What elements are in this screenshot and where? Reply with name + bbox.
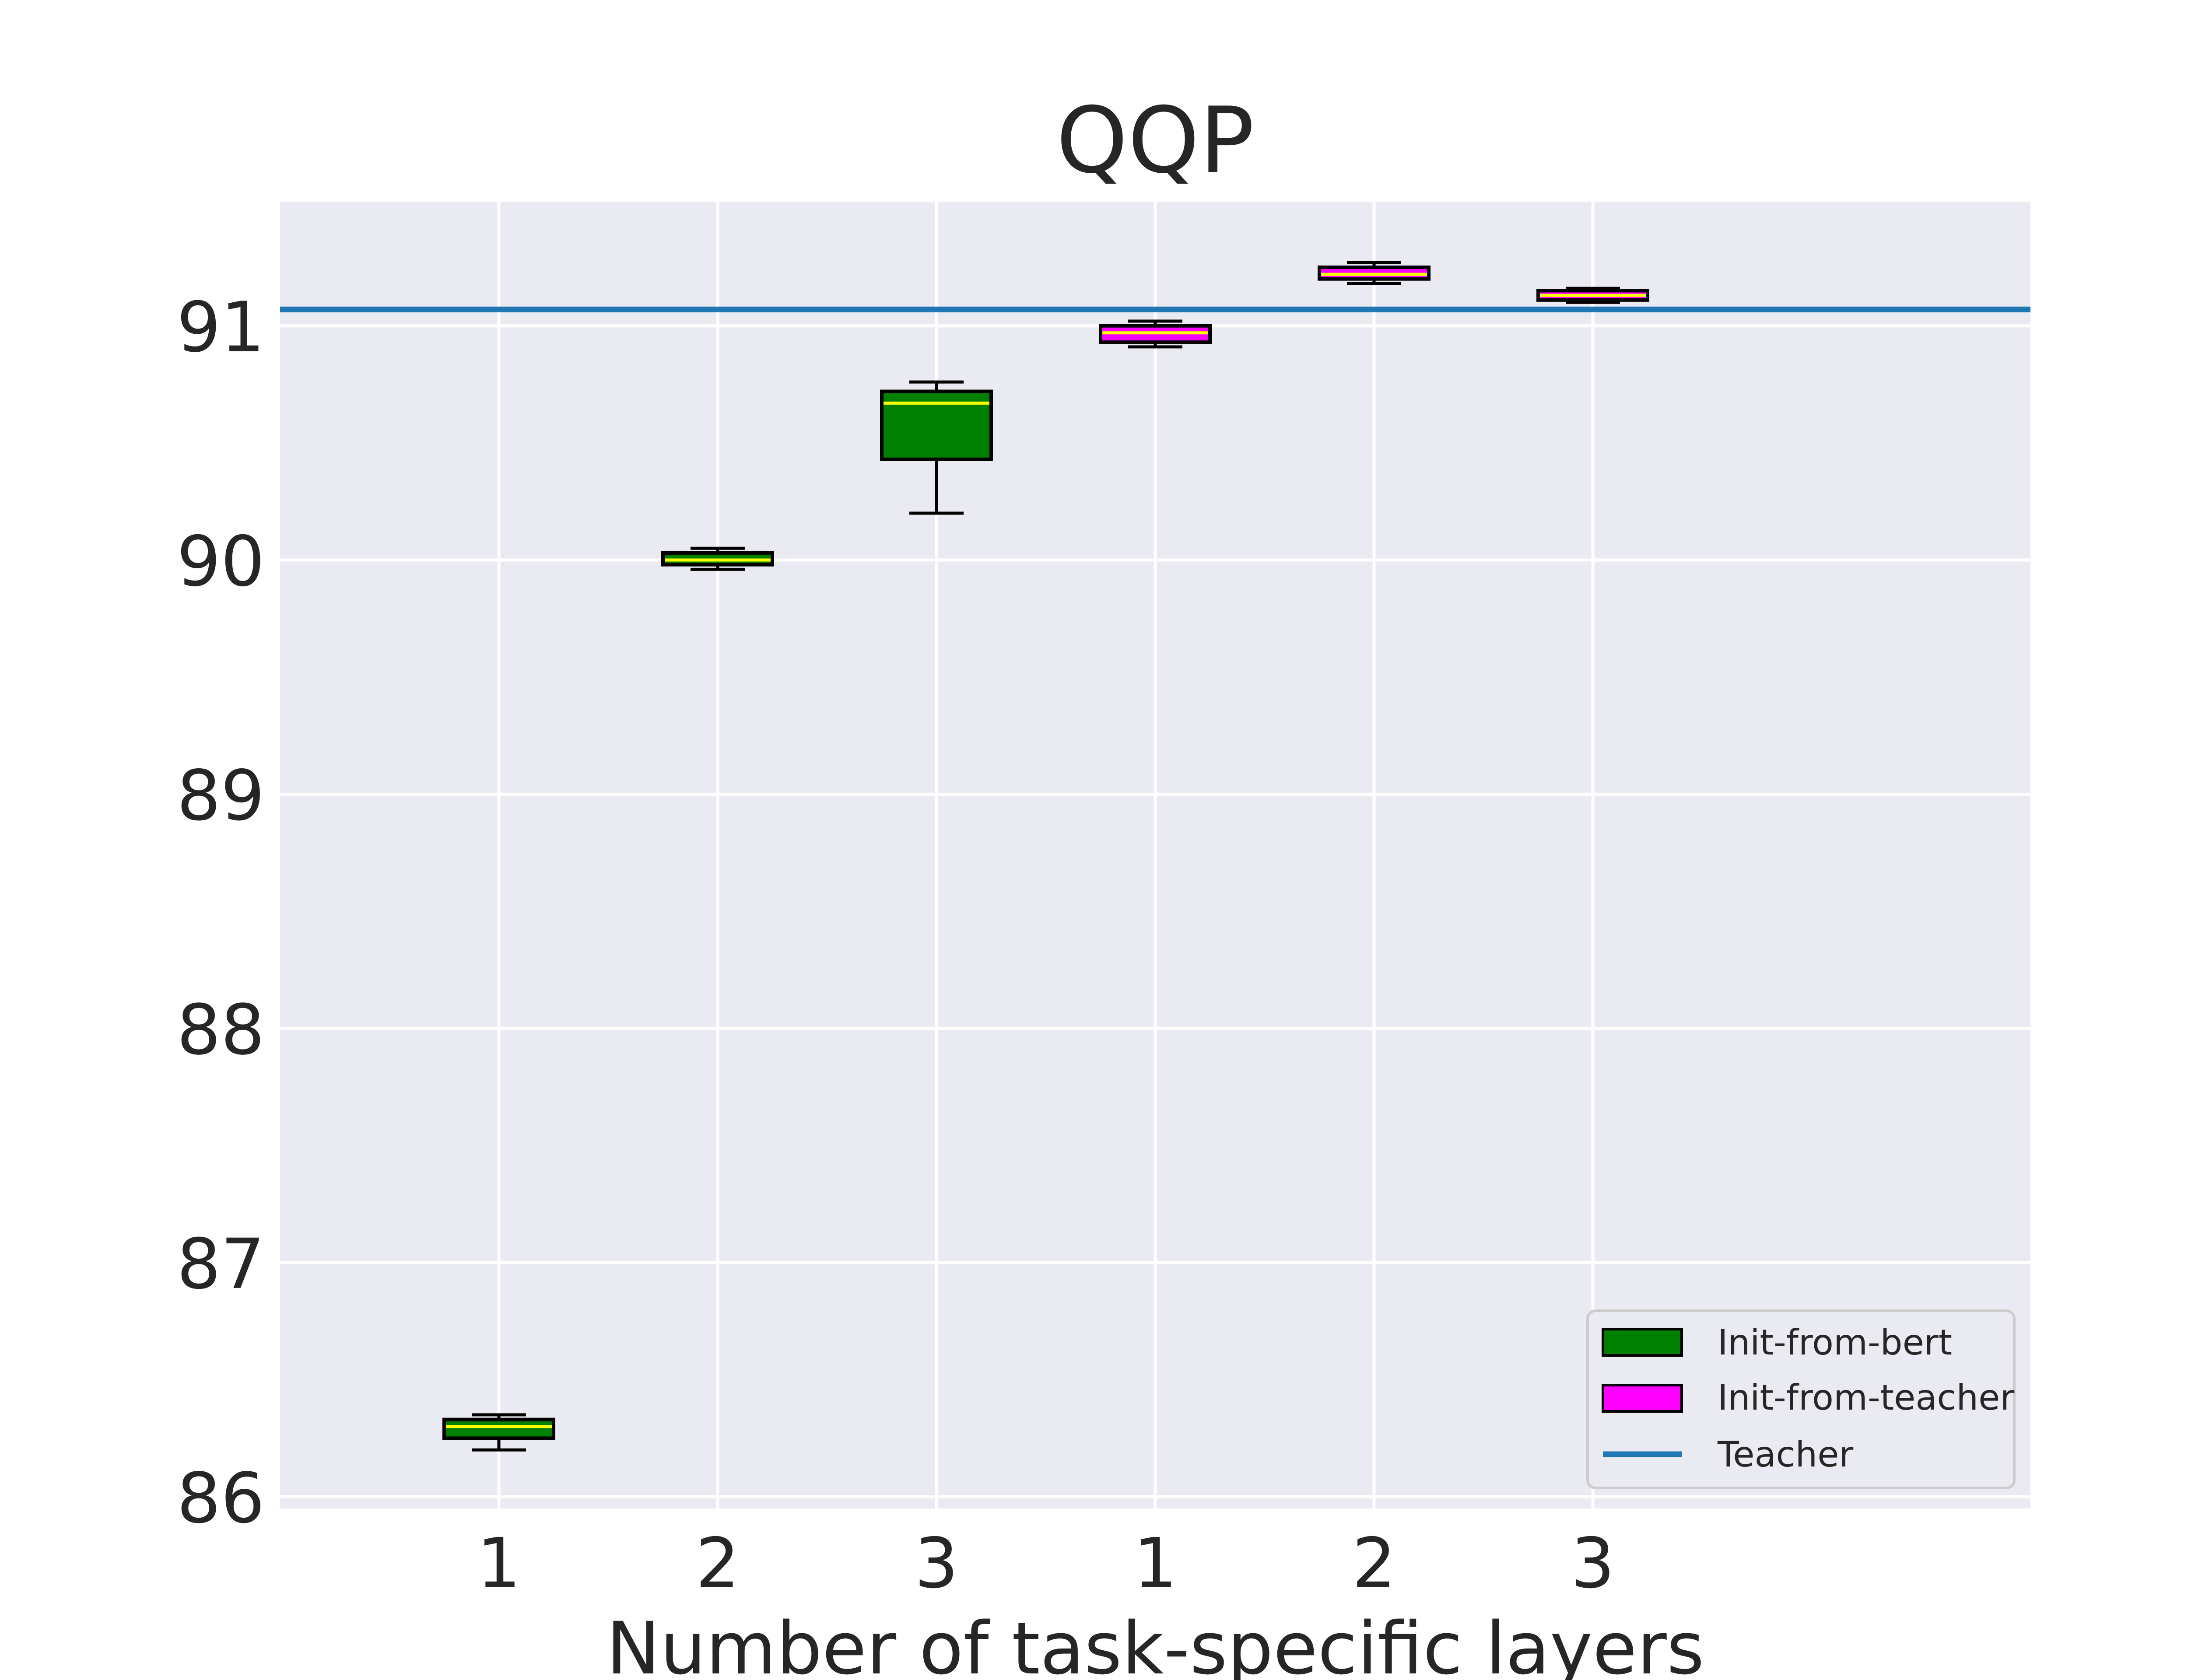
box-init-from-teacher-1 bbox=[1099, 319, 1212, 349]
legend-frame bbox=[1586, 1309, 2016, 1489]
legend-label-init-from-bert: Init-from-bert bbox=[1718, 1322, 1952, 1363]
y-tick-label-90: 90 bbox=[177, 522, 265, 602]
y-tick-labels: 86 87 88 89 90 91 bbox=[177, 287, 265, 1539]
x-tick-label-1: 1 bbox=[477, 1523, 521, 1604]
x-tick-label-2: 2 bbox=[696, 1523, 740, 1604]
box-init-from-teacher-3 bbox=[1536, 287, 1649, 304]
x-tick-label-6: 3 bbox=[1571, 1523, 1615, 1604]
legend-label-teacher: Teacher bbox=[1717, 1434, 1853, 1475]
y-tick-label-88: 88 bbox=[177, 990, 265, 1071]
box-init-from-teacher-2 bbox=[1318, 261, 1431, 285]
x-axis-label: Number of task-specific layers bbox=[606, 1606, 1704, 1680]
legend-swatch-init-from-teacher bbox=[1602, 1384, 1683, 1413]
box-plots bbox=[442, 261, 1649, 1452]
chart-title: QQP bbox=[1056, 88, 1255, 194]
legend-label-init-from-teacher: Init-from-teacher bbox=[1718, 1377, 2014, 1418]
y-tick-label-86: 86 bbox=[177, 1458, 265, 1539]
box-body bbox=[442, 1418, 555, 1440]
legend-swatch-init-from-bert bbox=[1602, 1328, 1683, 1357]
box-init-from-bert-2 bbox=[661, 546, 774, 571]
x-tick-label-5: 2 bbox=[1352, 1523, 1396, 1604]
x-tick-labels: 1 2 3 1 2 3 bbox=[477, 1523, 1615, 1604]
box-init-from-bert-3 bbox=[880, 380, 993, 515]
box-init-from-bert-1 bbox=[442, 1413, 555, 1452]
y-tick-label-89: 89 bbox=[177, 756, 265, 836]
x-tick-label-4: 1 bbox=[1133, 1523, 1178, 1604]
y-tick-label-87: 87 bbox=[177, 1224, 265, 1305]
x-tick-label-3: 3 bbox=[915, 1523, 959, 1604]
y-tick-label-91: 91 bbox=[177, 287, 265, 368]
legend: Init-from-bert Init-from-teacher Teacher bbox=[1586, 1309, 2016, 1489]
